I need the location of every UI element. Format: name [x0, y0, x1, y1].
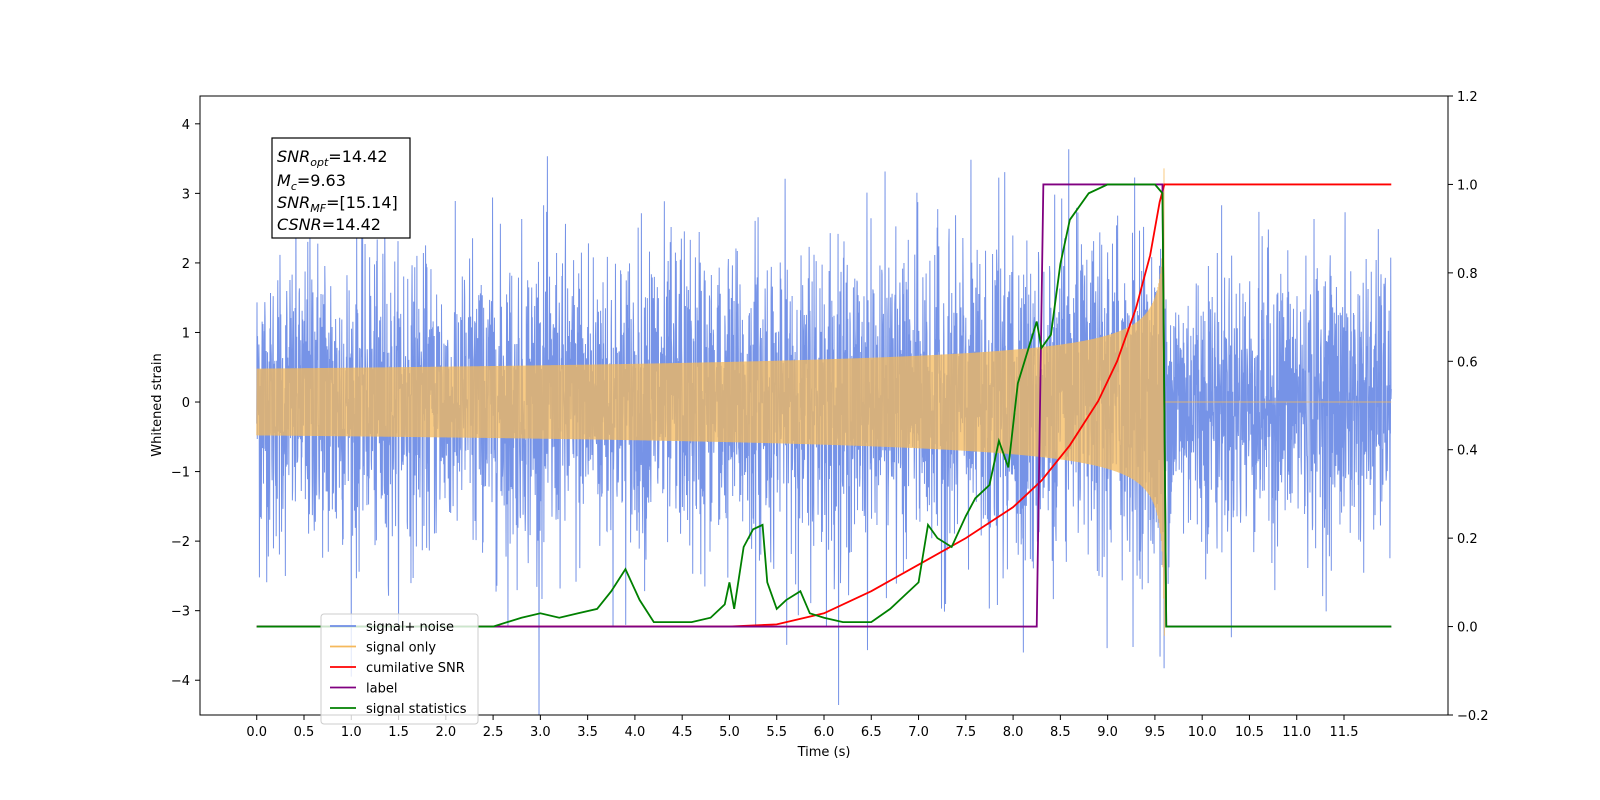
legend-label: label — [366, 682, 397, 697]
snr-mf-sub: MF — [310, 202, 326, 215]
x-tick-label: 5.0 — [719, 725, 740, 740]
left-y-tick-label: 3 — [182, 187, 190, 202]
x-tick-label: 4.5 — [672, 725, 693, 740]
x-tick-label: 9.0 — [1097, 725, 1118, 740]
x-tick-label: 11.5 — [1330, 725, 1359, 740]
snr-mf-base: SNR — [277, 193, 310, 212]
x-tick-label: 1.0 — [341, 725, 362, 740]
csnr-base: CSNR — [277, 215, 322, 234]
csnr-value: =14.42 — [322, 215, 381, 234]
x-tick-label: 0.5 — [294, 725, 315, 740]
x-tick-label: 10.0 — [1188, 725, 1217, 740]
left-y-tick-label: −1 — [171, 466, 190, 481]
x-tick-label: 4.0 — [625, 725, 646, 740]
left-y-axis-ticks: 4 3 2 1 0 −1 −2 −3 −4 — [171, 118, 200, 689]
left-y-axis-title: Whitened strain — [150, 353, 165, 456]
x-tick-label: 6.0 — [814, 725, 835, 740]
csnr-text: CSNR=14.42 — [277, 215, 381, 234]
left-y-tick-label: 1 — [182, 326, 190, 341]
series-signal-only — [256, 168, 1392, 636]
x-axis-ticks: 0.0 0.5 1.0 1.5 2.0 2.5 3.0 3.5 4.0 4.5 5.0 5.5 6.0 6… — [246, 715, 1358, 740]
right-y-tick-label: 0.0 — [1457, 621, 1478, 636]
x-tick-label: 10.5 — [1235, 725, 1264, 740]
left-y-tick-label: 0 — [182, 396, 190, 411]
mc-base: M — [277, 171, 291, 190]
right-y-tick-label: 0.4 — [1457, 444, 1478, 459]
right-y-axis-ticks: 1.2 1.0 0.8 0.6 0.4 0.2 0.0 −0.2 — [1448, 90, 1489, 724]
mc-sub: c — [291, 180, 297, 193]
x-tick-label: 2.0 — [435, 725, 456, 740]
x-tick-label: 3.0 — [530, 725, 551, 740]
x-axis-title: Time (s) — [797, 745, 851, 760]
right-y-tick-label: 1.2 — [1457, 90, 1478, 105]
right-y-tick-label: 0.2 — [1457, 532, 1478, 547]
left-y-tick-label: 2 — [182, 257, 190, 272]
right-y-tick-label: 0.8 — [1457, 267, 1478, 282]
right-y-tick-label: −0.2 — [1457, 709, 1489, 724]
x-tick-label: 8.0 — [1003, 725, 1024, 740]
series-cumilative-snr — [256, 183, 1392, 628]
chirp-mass-text: Mc=9.63 — [277, 171, 346, 193]
snr-mf-text: SNRMF=[15.14] — [277, 193, 398, 215]
x-tick-label: 11.0 — [1282, 725, 1311, 740]
x-tick-label: 6.5 — [861, 725, 882, 740]
legend-label: signal statistics — [366, 702, 467, 717]
mc-value: =9.63 — [297, 171, 346, 190]
legend-label: signal+ noise — [366, 620, 454, 635]
series-layer — [256, 149, 1392, 715]
legend: signal+ noise signal only cumilative SNR la… — [320, 613, 479, 725]
right-y-tick-label: 1.0 — [1457, 178, 1478, 193]
legend-label: signal only — [366, 641, 436, 656]
left-y-tick-label: 4 — [182, 118, 190, 133]
snr-opt-sub: opt — [310, 156, 329, 169]
snr-opt-text: SNRopt=14.42 — [277, 147, 388, 169]
x-tick-label: 1.5 — [388, 725, 409, 740]
left-y-tick-label: −4 — [171, 674, 190, 689]
x-tick-label: 7.0 — [908, 725, 929, 740]
x-tick-label: 5.5 — [766, 725, 787, 740]
right-y-tick-label: 0.6 — [1457, 355, 1478, 370]
x-tick-label: 2.5 — [483, 725, 504, 740]
x-tick-label: 8.5 — [1050, 725, 1071, 740]
snr-opt-value: =14.42 — [328, 147, 387, 166]
legend-label: cumilative SNR — [366, 661, 465, 676]
snr-mf-value: =[15.14] — [326, 193, 398, 212]
legend-frame — [320, 613, 479, 725]
snr-annotation-box: SNRopt=14.42 Mc=9.63 SNRMF=[15.14] CSNR=… — [271, 137, 411, 239]
snr-opt-base: SNR — [277, 147, 310, 166]
x-tick-label: 7.5 — [955, 725, 976, 740]
annotation-frame — [271, 137, 411, 239]
x-tick-label: 0.0 — [246, 725, 267, 740]
series-signal-statistics — [256, 183, 1392, 628]
x-tick-label: 3.5 — [577, 725, 598, 740]
left-y-tick-label: −2 — [171, 535, 190, 550]
x-tick-label: 9.5 — [1145, 725, 1166, 740]
left-y-tick-label: −3 — [171, 605, 190, 620]
